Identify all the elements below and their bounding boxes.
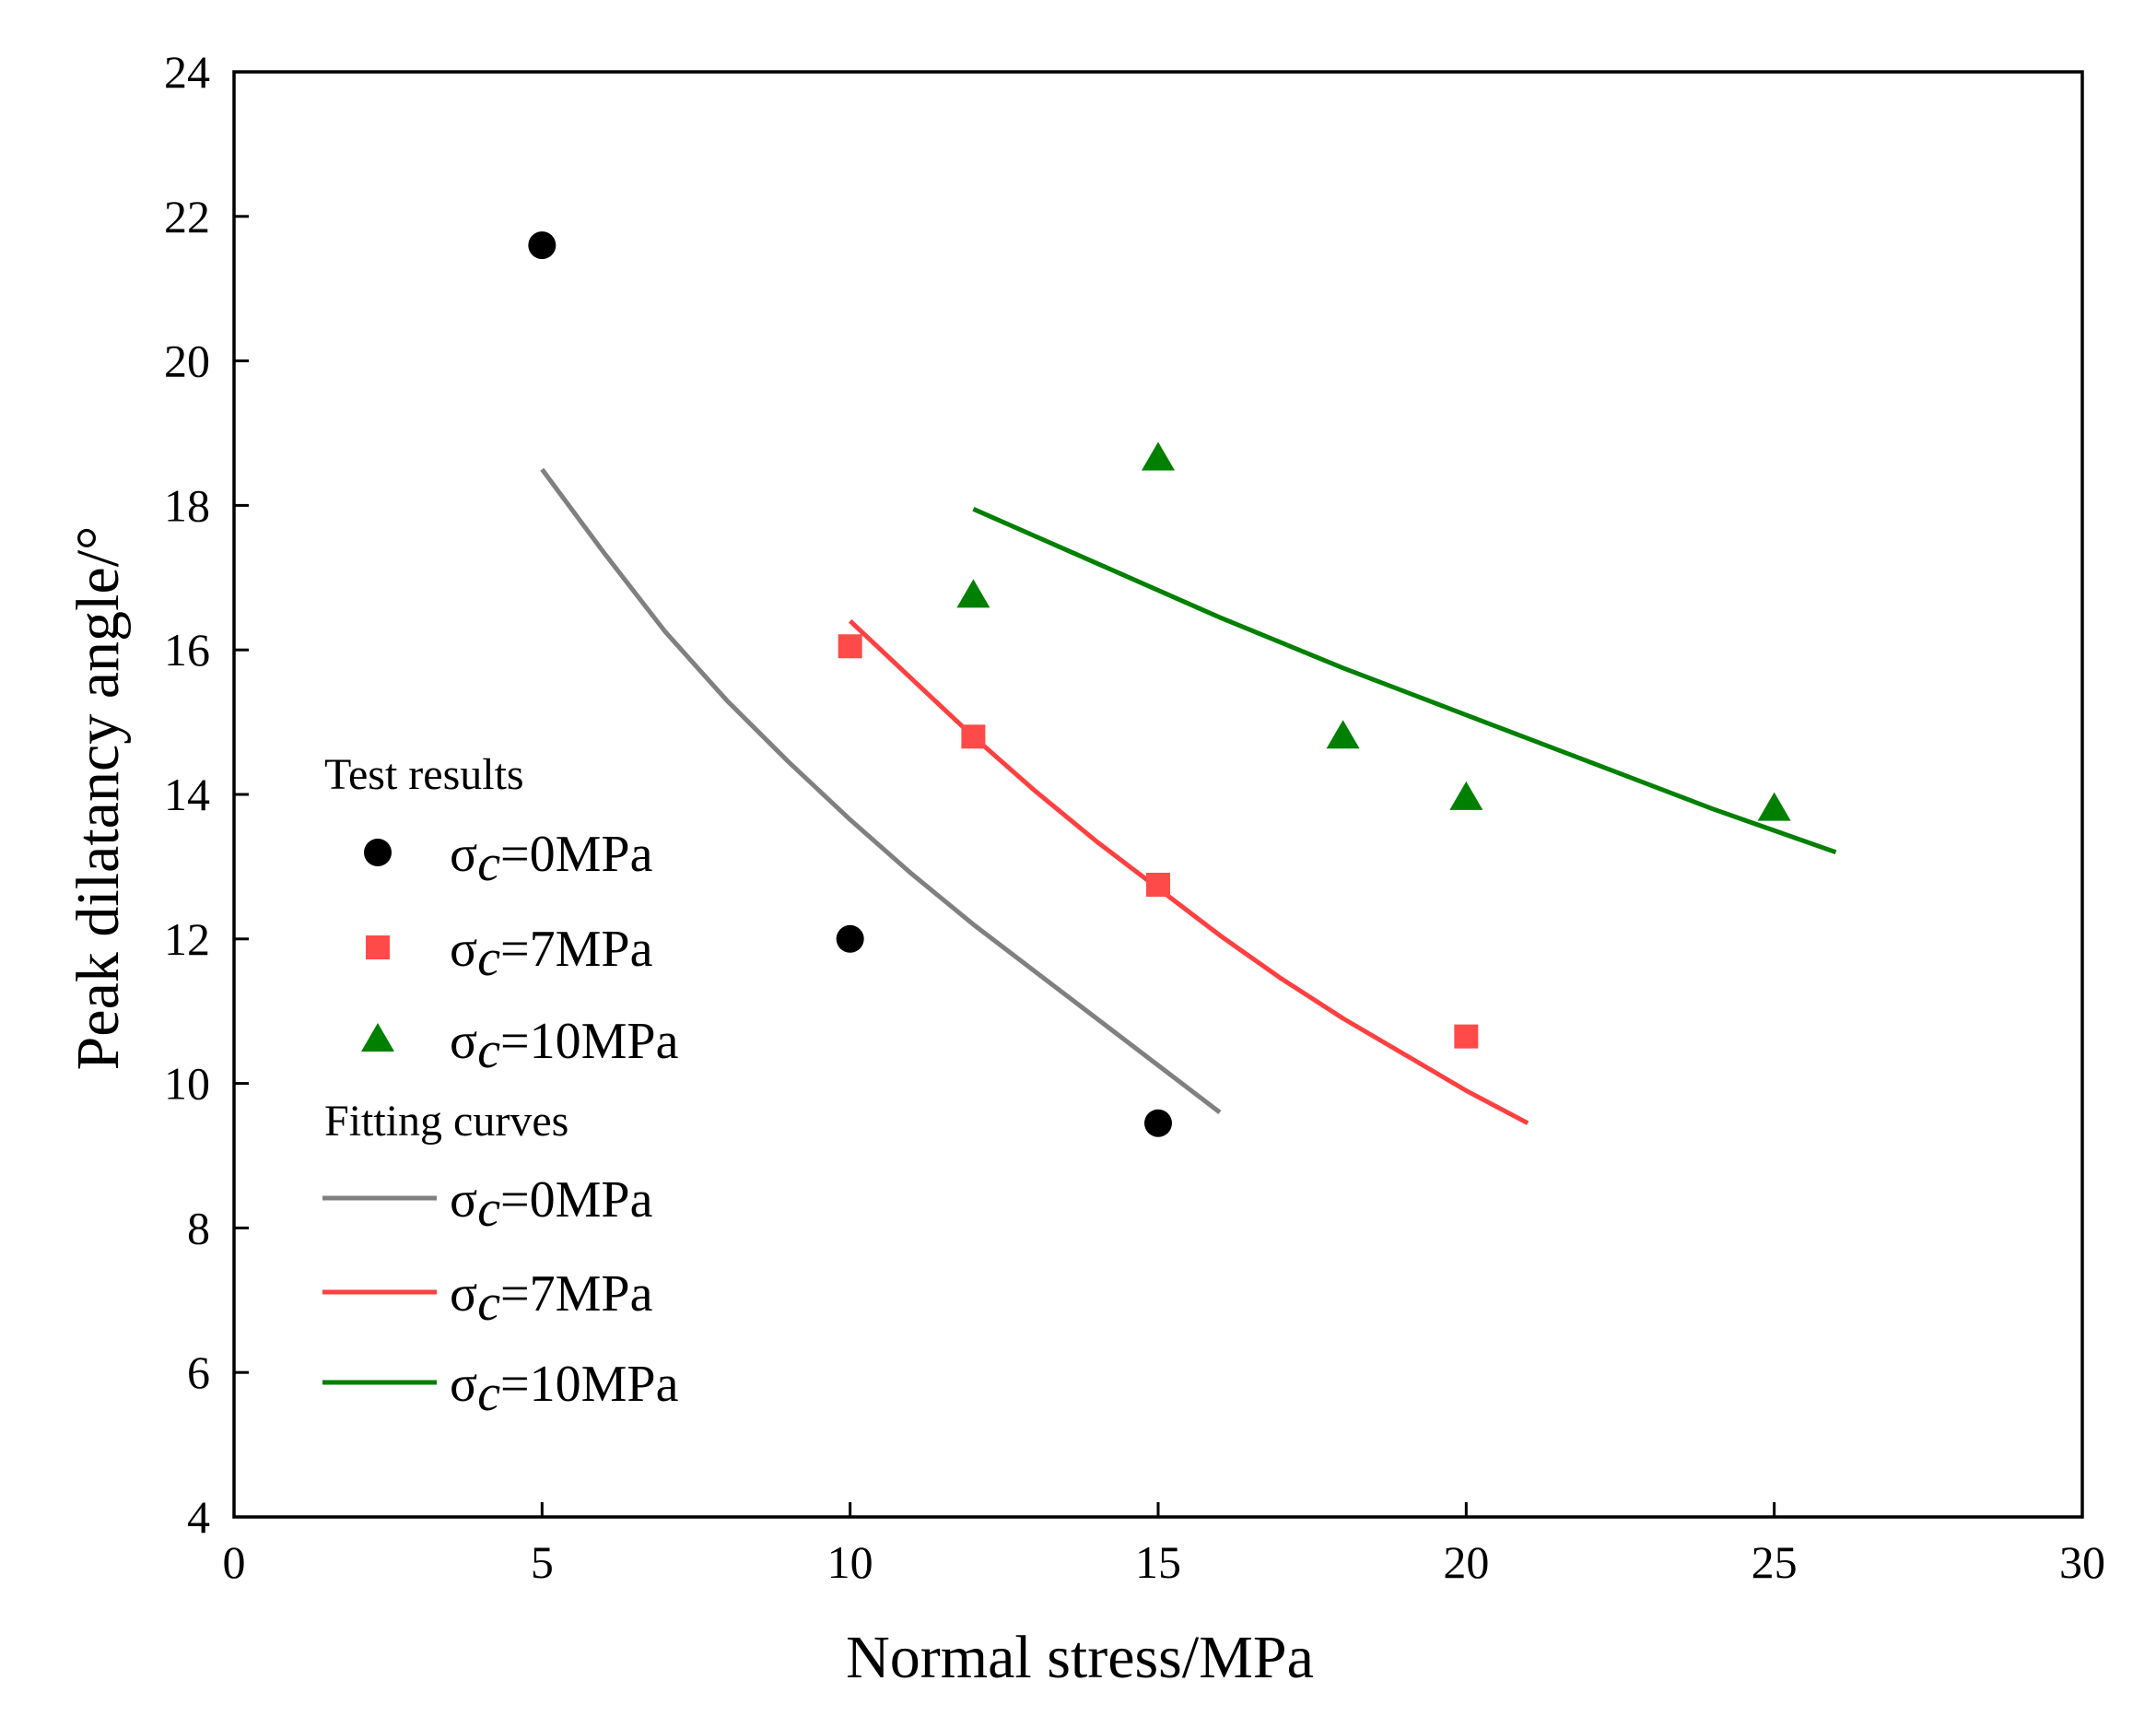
legend-marker-triangle	[361, 1023, 394, 1052]
data-point-triangle	[1142, 441, 1175, 471]
x-axis-title: Normal stress/MPa	[846, 1624, 1314, 1691]
y-tick-label: 20	[164, 335, 210, 387]
legend-label-test-2: σc=10MPa	[450, 1013, 679, 1079]
y-tick-label: 14	[164, 769, 210, 820]
legend-heading-test-results: Test results	[324, 750, 524, 799]
y-tick-label: 4	[187, 1491, 210, 1543]
fit-curve-10mpa	[972, 507, 1837, 855]
legend-heading-fitting-curves: Fitting curves	[324, 1097, 568, 1146]
legend: Test results Fitting curves σc=0MPa σc=0M…	[322, 750, 679, 1422]
data-point-circle	[528, 231, 557, 260]
y-tick-label: 16	[164, 624, 210, 676]
x-tick-label: 5	[531, 1536, 554, 1588]
data-point-circle	[836, 924, 864, 953]
fit-curve-7mpa	[848, 618, 1529, 1125]
data-point-square	[1454, 1024, 1479, 1049]
y-tick-label: 12	[164, 913, 210, 965]
fit-curve-0mpa	[540, 467, 1222, 1114]
data-point-triangle	[1326, 720, 1360, 749]
data-point-square	[1146, 873, 1170, 897]
y-tick-label: 18	[164, 479, 210, 531]
axis-ticks: 0 5 10 15 20 25 30 4 6 8 10 12 14 16 18 20 22 24	[164, 46, 2105, 1588]
y-tick-label: 6	[187, 1346, 210, 1398]
fitting-curves	[540, 467, 1837, 1125]
legend-label-fit-2: σc=10MPa	[450, 1356, 679, 1422]
data-point-triangle	[956, 579, 990, 608]
legend-marker-square	[366, 935, 390, 959]
y-tick-label: 8	[187, 1202, 210, 1253]
x-tick-label: 25	[1752, 1536, 1798, 1588]
data-point-circle	[1144, 1109, 1172, 1137]
data-point-triangle	[1757, 792, 1791, 821]
x-tick-label: 0	[223, 1536, 246, 1588]
legend-label-fit-1: σc=7MPa	[450, 1265, 653, 1332]
y-tick-label: 22	[164, 191, 210, 242]
y-tick-label: 24	[164, 46, 210, 98]
legend-label-fit-0: σc=0MPa	[450, 1171, 653, 1238]
data-point-square	[838, 634, 862, 659]
x-tick-label: 10	[827, 1536, 873, 1588]
x-tick-label: 30	[2059, 1536, 2105, 1588]
y-axis-title: Peak dilatancy angle/°	[64, 526, 132, 1071]
legend-marker-circle	[364, 839, 392, 866]
data-points	[528, 231, 1791, 1137]
legend-label-test-0: σc=0MPa	[450, 826, 653, 892]
y-tick-label: 10	[164, 1058, 210, 1110]
data-point-square	[961, 724, 986, 749]
legend-label-test-1: σc=7MPa	[450, 921, 653, 987]
data-point-triangle	[1449, 781, 1483, 810]
x-tick-label: 20	[1443, 1536, 1489, 1588]
x-tick-label: 15	[1135, 1536, 1181, 1588]
